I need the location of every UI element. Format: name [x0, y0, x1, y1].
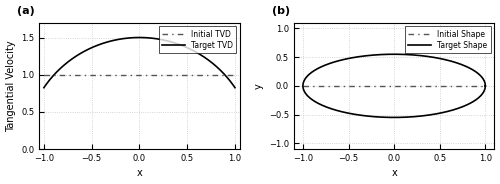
Target Shape [316, 103, 322, 105]
Target TVD [41, 87, 47, 89]
Target TVD [150, 37, 156, 39]
Target Shape [482, 85, 488, 87]
Target TVD [129, 37, 135, 39]
Target TVD [165, 40, 171, 42]
Initial Shape [386, 85, 392, 87]
Target Shape [432, 113, 438, 115]
Initial Shape [388, 85, 394, 87]
Target Shape [482, 85, 488, 87]
Target Shape [391, 116, 397, 118]
Y-axis label: Tangential Velocity: Tangential Velocity [6, 40, 16, 132]
Legend: Initial Shape, Target Shape: Initial Shape, Target Shape [406, 26, 490, 53]
Text: (a): (a) [18, 6, 35, 16]
Line: Target TVD: Target TVD [44, 38, 235, 88]
Initial Shape [478, 85, 484, 87]
Target Shape [301, 80, 307, 82]
Initial Shape [408, 85, 414, 87]
X-axis label: x: x [136, 168, 142, 178]
Target TVD [232, 86, 238, 89]
Initial Shape [300, 85, 306, 87]
Target TVD [218, 69, 224, 71]
Initial Shape [450, 85, 456, 87]
Y-axis label: y: y [253, 83, 263, 89]
X-axis label: x: x [391, 168, 397, 178]
Legend: Initial TVD, Target TVD: Initial TVD, Target TVD [159, 26, 236, 53]
Target Shape [482, 89, 488, 91]
Text: (b): (b) [272, 6, 290, 16]
Target TVD [136, 36, 142, 39]
Target Shape [300, 81, 306, 84]
Initial Shape [398, 85, 404, 87]
Target TVD [232, 87, 238, 89]
Target Shape [303, 93, 309, 95]
Initial Shape [482, 85, 488, 87]
Target Shape [391, 53, 397, 55]
Line: Target Shape: Target Shape [303, 54, 486, 117]
Target TVD [130, 37, 136, 39]
